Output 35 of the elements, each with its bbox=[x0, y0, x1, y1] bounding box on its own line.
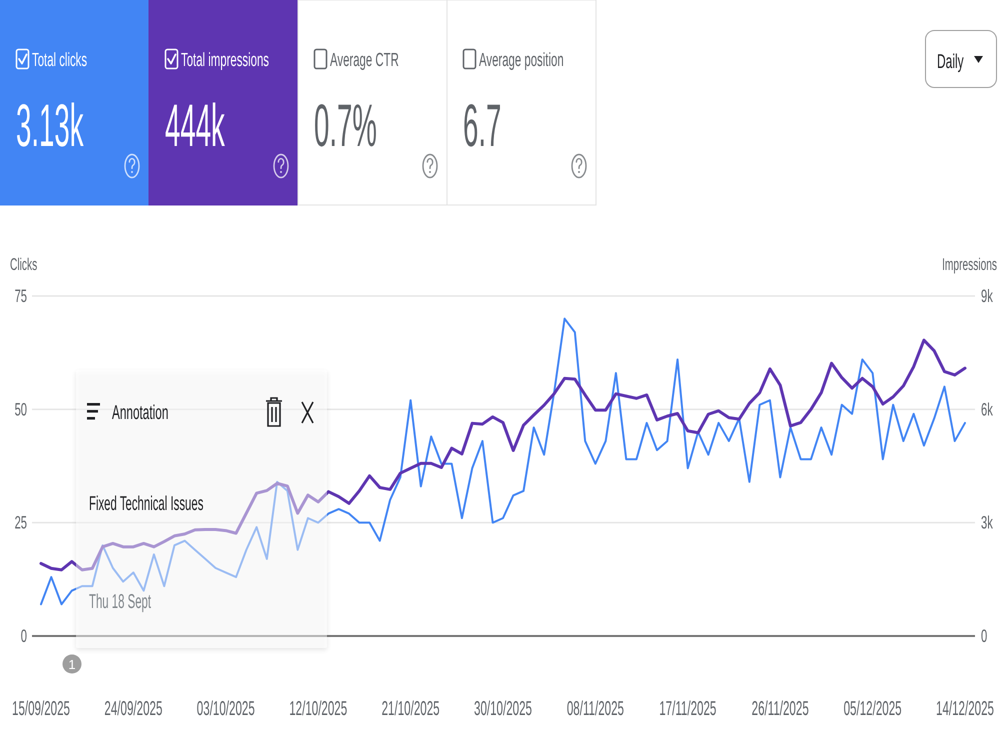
x-tick-label: 26/11/2025 bbox=[752, 698, 809, 720]
x-tick-label: 14/12/2025 bbox=[936, 698, 994, 720]
period-dropdown: Daily bbox=[925, 30, 997, 88]
x-tick-label: 15/09/2025 bbox=[12, 698, 70, 720]
text: 3.13k bbox=[16, 92, 84, 159]
x-tick-label: 21/10/2025 bbox=[382, 698, 440, 720]
text: Total impressions bbox=[181, 50, 270, 71]
y-tick-label: 0 bbox=[20, 626, 27, 647]
line-series bbox=[40, 338, 966, 572]
x-tick-label: 12/10/2025 bbox=[289, 698, 348, 720]
text: 0.7% bbox=[314, 92, 377, 159]
y-axis-title: Clicks bbox=[10, 254, 38, 274]
annotation: Fixed Technical Issues bbox=[89, 492, 204, 515]
x-tick-label: 08/11/2025 bbox=[566, 698, 624, 720]
x-tick-label: 05/12/2025 bbox=[844, 698, 902, 720]
y2-tick-label: 3k bbox=[981, 513, 994, 534]
text: 444k bbox=[165, 92, 226, 159]
y-tick-label: 75 bbox=[14, 286, 27, 307]
y-tick-label: 50 bbox=[14, 400, 27, 420]
x-tick-label: 17/11/2025 bbox=[659, 698, 716, 720]
x-tick-label: 03/10/2025 bbox=[196, 698, 255, 720]
y-tick-label: 25 bbox=[14, 513, 27, 534]
y2-axis-title: Impressions bbox=[942, 254, 997, 274]
text: Average CTR bbox=[330, 50, 399, 71]
x-tick-label: 30/10/2025 bbox=[474, 698, 532, 720]
annotation: Thu 18 Sept bbox=[89, 590, 152, 613]
text: 1 bbox=[68, 657, 76, 672]
y2-tick-label: 6k bbox=[981, 400, 994, 420]
text: Average position bbox=[479, 50, 564, 71]
annotation: Annotation bbox=[112, 402, 168, 424]
y2-tick-label: 9k bbox=[981, 286, 994, 307]
x-tick-label: 24/09/2025 bbox=[104, 698, 162, 720]
text: Total clicks bbox=[32, 50, 88, 71]
text: 6.7 bbox=[463, 92, 502, 159]
y2-tick-label: 0 bbox=[981, 626, 988, 647]
